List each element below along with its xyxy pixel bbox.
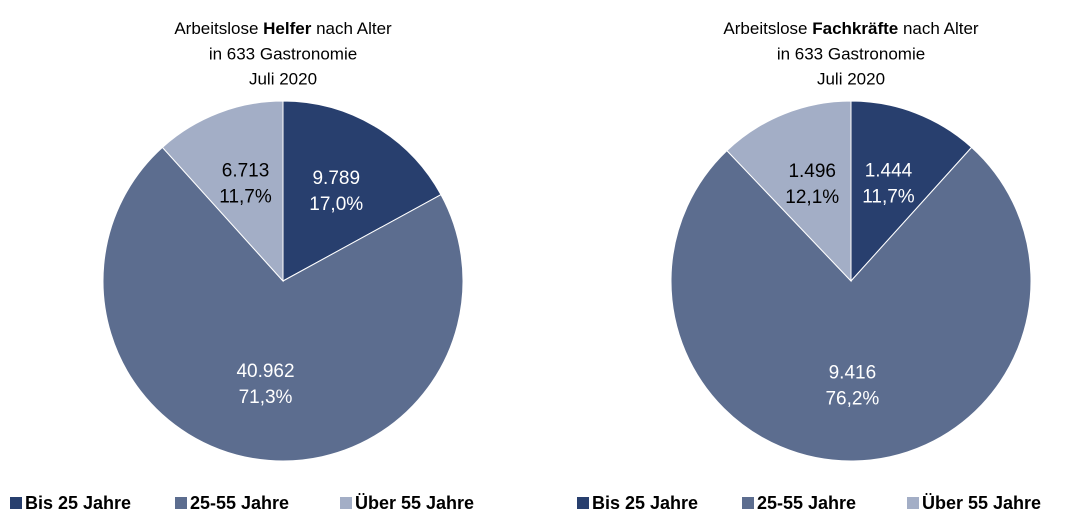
legend-swatch — [10, 497, 22, 509]
chart-subtitle: in 633 Gastronomie — [209, 44, 357, 63]
legend-label: Bis 25 Jahre — [25, 493, 131, 513]
pie-slice — [102, 146, 464, 462]
legend-label: Bis 25 Jahre — [592, 493, 698, 513]
title-highlight: Helfer — [263, 19, 312, 38]
value-label: 9.416 — [829, 362, 877, 383]
chart-title: Arbeitslose Helfer nach Alter — [174, 19, 392, 38]
title-highlight: Fachkräfte — [812, 19, 898, 38]
chart-subtitle: in 633 Gastronomie — [777, 44, 925, 63]
pie-slice — [670, 146, 1032, 462]
percentage-label: 11,7% — [219, 187, 272, 208]
value-label: 6.713 — [222, 161, 270, 182]
pie-slice — [726, 100, 852, 283]
legend-label: Über 55 Jahre — [922, 493, 1041, 513]
pie-slice — [161, 100, 284, 283]
value-label: 40.962 — [236, 361, 294, 382]
legend-label: 25-55 Jahre — [190, 493, 289, 513]
percentage-label: 12,1% — [785, 187, 839, 208]
title-text: nach Alter — [316, 19, 392, 38]
chart-subtitle: Juli 2020 — [817, 69, 885, 88]
title-text: Arbeitslose — [723, 19, 807, 38]
chart-title: Arbeitslose Fachkräfte nach Alter — [723, 19, 979, 38]
legend-label: 25-55 Jahre — [757, 493, 856, 513]
pie-slice — [282, 100, 442, 282]
legend-swatch — [577, 497, 589, 509]
legend-swatch — [907, 497, 919, 509]
title-text: Arbeitslose — [174, 19, 258, 38]
percentage-label: 71,3% — [239, 387, 293, 408]
value-label: 1.496 — [788, 161, 836, 182]
value-label: 9.789 — [312, 168, 360, 189]
value-label: 1.444 — [865, 161, 913, 182]
legend-label: Über 55 Jahre — [355, 493, 474, 513]
legend-swatch — [175, 497, 187, 509]
percentage-label: 17,0% — [309, 194, 363, 215]
percentage-label: 76,2% — [825, 388, 879, 409]
chart-subtitle: Juli 2020 — [249, 69, 317, 88]
percentage-label: 11,7% — [862, 187, 915, 208]
title-text: nach Alter — [903, 19, 979, 38]
legend-swatch — [742, 497, 754, 509]
legend-swatch — [340, 497, 352, 509]
pie-slice — [850, 100, 973, 283]
